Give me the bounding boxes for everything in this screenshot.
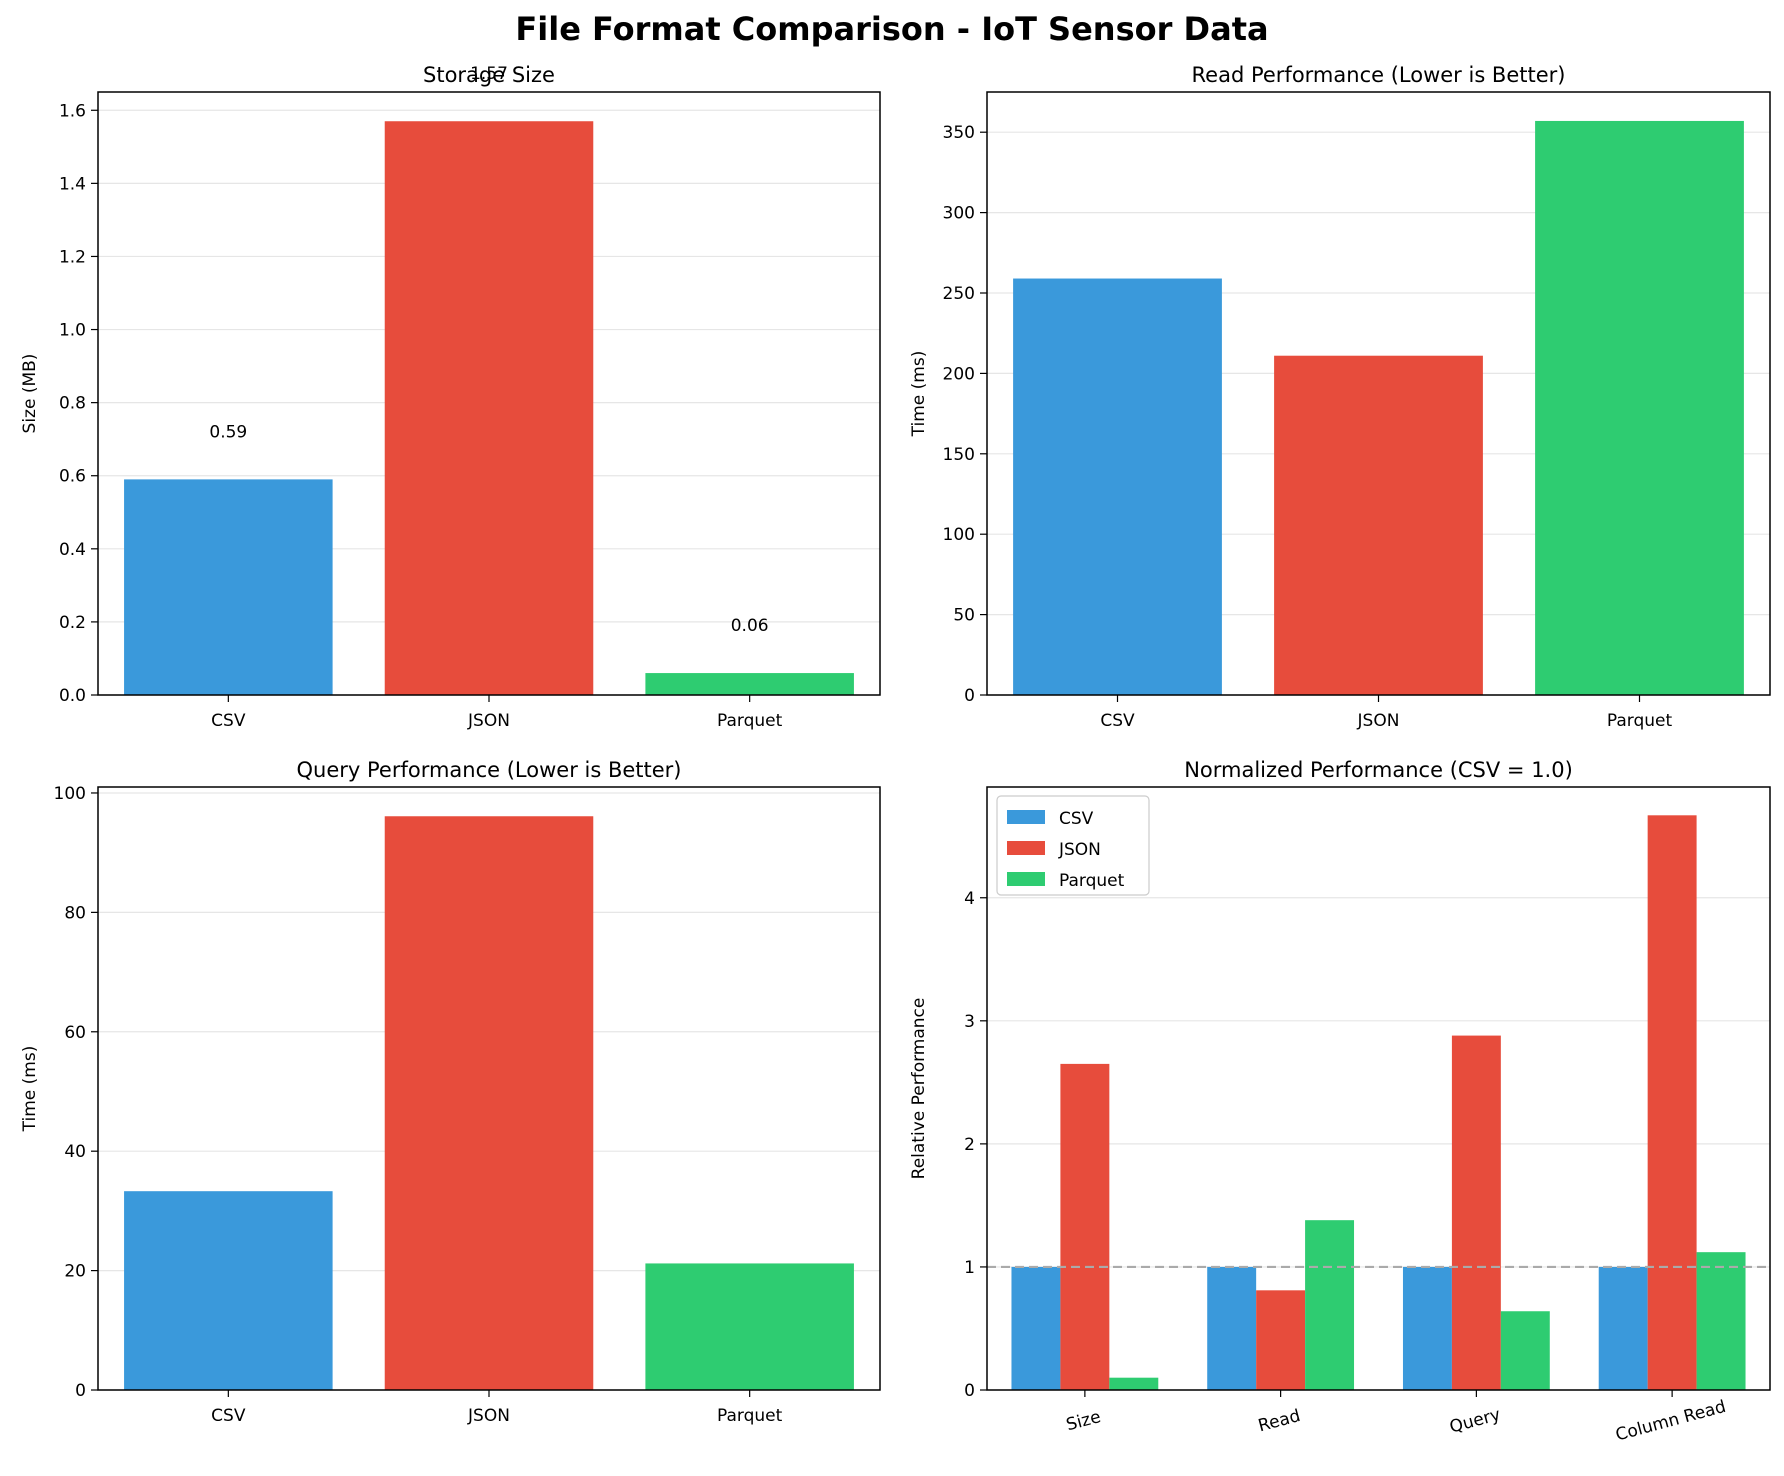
bar-csv [124, 1191, 333, 1390]
legend-swatch-parquet [1007, 872, 1045, 886]
y-tick-label: 3 [964, 1012, 975, 1032]
bar-json [1274, 355, 1483, 695]
y-tick-label: 0.8 [59, 394, 86, 414]
bar-csv-3 [1598, 1266, 1648, 1390]
bar-parquet [645, 673, 854, 695]
bar-csv [1013, 278, 1222, 695]
y-tick-label: 1 [964, 1258, 975, 1278]
bar-json-3 [1647, 815, 1697, 1390]
subplot-title: Query Performance (Lower is Better) [296, 758, 681, 782]
axes-frame [97, 786, 881, 1391]
y-tick-label: 40 [64, 1142, 86, 1162]
x-tick-label: Parquet [717, 1406, 783, 1426]
y-tick-label: 1.0 [59, 321, 86, 341]
subplot-4: 0 1 2 3 4 Size Read Query Column Read Normalized … [909, 758, 1771, 1446]
x-tick-label: Size [1064, 1407, 1103, 1435]
bar-parquet-1 [1305, 1220, 1355, 1390]
y-tick-label: 0.4 [59, 540, 86, 560]
y-tick-label: 0.0 [59, 686, 86, 706]
bar-json-1 [1256, 1290, 1306, 1390]
bar-json [384, 816, 594, 1390]
y-axis-label: Size (MB) [20, 354, 40, 434]
x-tick-label: CSV [1100, 711, 1135, 731]
y-tick-label: 100 [943, 525, 975, 545]
y-tick-label: 350 [943, 123, 975, 143]
y-tick-label: 300 [943, 204, 975, 224]
subplot-title: Read Performance (Lower is Better) [1192, 63, 1566, 87]
y-tick-label: 0.2 [59, 613, 86, 633]
y-tick-label: 1.2 [59, 247, 86, 267]
y-tick-label: 0 [964, 1381, 975, 1401]
y-tick-label: 250 [943, 284, 975, 304]
y-tick-label: 50 [953, 606, 975, 626]
subplot-1: 0.0 0.2 0.4 0.6 0.8 1.0 1.2 1.4 1.6 0.59 1.57 0.06 C… [20, 63, 881, 731]
x-tick-label: Column Read [1614, 1397, 1729, 1446]
y-tick-label: 150 [943, 445, 975, 465]
x-tick-label: Query [1448, 1405, 1503, 1438]
y-tick-label: 0.6 [59, 467, 86, 487]
legend-label-csv: CSV [1059, 809, 1094, 829]
x-tick-label: JSON [467, 1406, 510, 1426]
subplot-3: 0 20 40 60 80 100 CSV JSON Parquet Query Performa… [20, 758, 881, 1426]
y-tick-label: 0 [964, 686, 975, 706]
x-tick-label: Parquet [717, 711, 783, 731]
subplot-title: Normalized Performance (CSV = 1.0) [1184, 758, 1573, 782]
y-tick-label: 80 [64, 903, 86, 923]
y-tick-label: 1.6 [59, 101, 86, 121]
bar-csv-0 [1011, 1266, 1061, 1390]
y-tick-label: 2 [964, 1135, 975, 1155]
legend-swatch-json [1007, 841, 1045, 855]
value-label: 0.06 [731, 616, 769, 636]
figure-title: File Format Comparison - IoT Sensor Data [515, 10, 1268, 48]
bar-json-0 [1060, 1063, 1110, 1390]
axes-frame [97, 91, 881, 696]
bar-csv-2 [1402, 1266, 1452, 1390]
bar-parquet-3 [1696, 1252, 1746, 1390]
subplots: 0.0 0.2 0.4 0.6 0.8 1.0 1.2 1.4 1.6 0.59 1.57 0.06 C… [20, 63, 1771, 1446]
x-tick-label: JSON [1357, 711, 1400, 731]
y-tick-label: 200 [943, 364, 975, 384]
y-tick-label: 4 [964, 889, 975, 909]
bar-parquet-2 [1500, 1311, 1550, 1390]
y-tick-label: 100 [54, 784, 86, 804]
y-tick-label: 60 [64, 1023, 86, 1043]
value-label: 0.59 [209, 422, 247, 442]
bar-csv-1 [1207, 1266, 1257, 1390]
x-tick-label: CSV [211, 711, 246, 731]
x-tick-label: Read [1256, 1406, 1302, 1436]
subplot-title: Storage Size [423, 63, 555, 87]
x-tick-label: CSV [211, 1406, 246, 1426]
bar-json-2 [1451, 1035, 1501, 1390]
legend-label-json: JSON [1058, 840, 1101, 860]
axes-frame [986, 786, 1771, 1391]
axes-frame [986, 91, 1771, 696]
x-tick-label: JSON [467, 711, 510, 731]
bar-csv [124, 479, 333, 695]
bar-parquet [645, 1263, 854, 1390]
subplot-2: 0 50 100 150 200 250 300 350 CSV JSON Parquet Read … [909, 63, 1771, 731]
bar-json [384, 121, 594, 695]
legend-swatch-csv [1007, 810, 1045, 824]
value-label: 1.57 [470, 64, 508, 84]
legend-label-parquet: Parquet [1059, 871, 1125, 891]
y-tick-label: 20 [64, 1262, 86, 1282]
bar-parquet-0 [1109, 1377, 1159, 1390]
x-tick-label: Parquet [1607, 711, 1673, 731]
y-tick-label: 0 [75, 1381, 86, 1401]
y-axis-label: Relative Performance [909, 998, 929, 1180]
bar-parquet [1535, 120, 1744, 696]
y-axis-label: Time (ms) [909, 351, 929, 438]
y-tick-label: 1.4 [59, 174, 86, 194]
y-axis-label: Time (ms) [20, 1046, 40, 1133]
